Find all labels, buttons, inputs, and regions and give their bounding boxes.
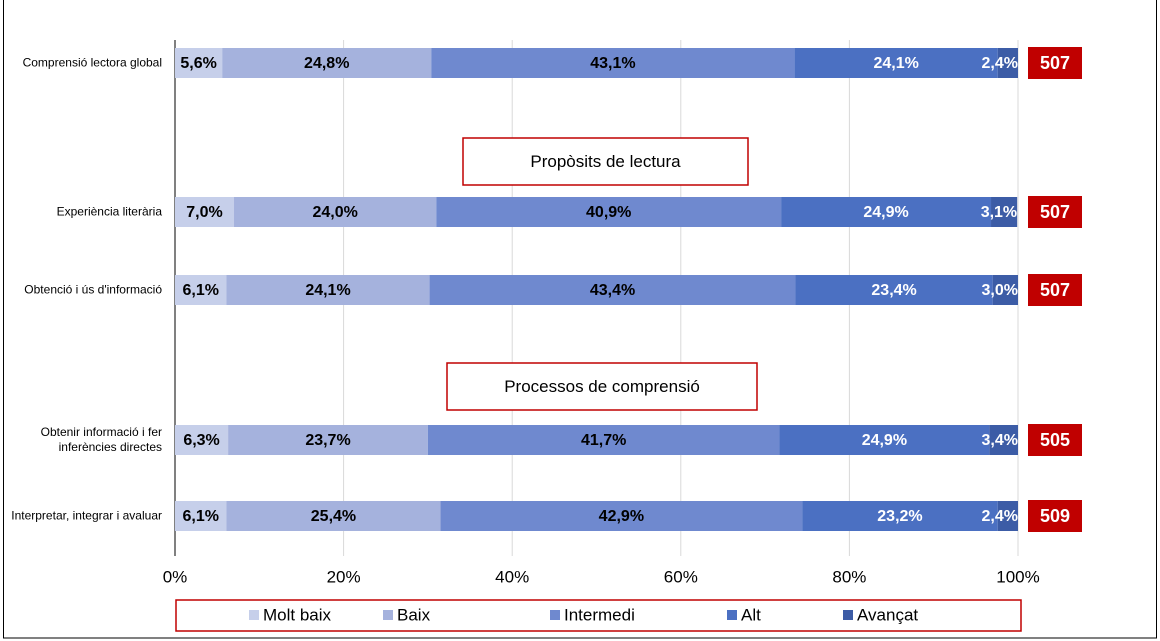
score: 507	[1040, 280, 1070, 300]
x-tick-label: 60%	[664, 567, 698, 586]
x-tick-label: 100%	[996, 567, 1039, 586]
x-tick-label: 40%	[495, 567, 529, 586]
category-label: Experiència literària	[56, 204, 162, 219]
value-label: 24,9%	[862, 432, 907, 449]
bar-segment	[795, 275, 993, 305]
value-label: 43,1%	[590, 55, 635, 72]
value-label: 24,1%	[305, 282, 350, 299]
score-box	[1028, 196, 1082, 228]
legend-label: Intermedi	[564, 605, 635, 624]
legend-label: Alt	[741, 605, 761, 624]
bar-segment	[175, 197, 235, 227]
section-box	[446, 362, 758, 411]
bar-segment	[436, 197, 782, 227]
score-box	[1028, 274, 1082, 306]
bar-segment	[234, 197, 437, 227]
value-label: 7,0%	[186, 204, 222, 221]
bar-segment	[431, 48, 795, 78]
x-tick-label: 0%	[163, 567, 188, 586]
section-box	[462, 137, 749, 186]
legend-swatch	[383, 610, 393, 620]
bar-segment	[781, 197, 992, 227]
frame	[3, 0, 1157, 639]
bar-segment	[992, 275, 1018, 305]
score-box	[1028, 424, 1082, 456]
category-label: Comprensió lectora global	[22, 55, 162, 70]
value-label: 24,8%	[304, 55, 349, 72]
score: 507	[1040, 202, 1070, 222]
score: 505	[1040, 430, 1070, 450]
score-box	[1028, 500, 1082, 532]
value-label: 23,7%	[305, 432, 350, 449]
bar-segment	[779, 425, 990, 455]
value-label: 43,4%	[590, 282, 635, 299]
value-label: 40,9%	[586, 204, 631, 221]
value-label: 6,1%	[182, 282, 218, 299]
value-label: 3,4%	[982, 432, 1018, 449]
category-label: Interpretar, integrar i avaluar	[11, 508, 162, 523]
category-label: Obtenció i ús d'informació	[24, 282, 162, 297]
value-label: 25,4%	[311, 508, 356, 525]
value-label: 23,4%	[871, 282, 916, 299]
bar-segment	[997, 501, 1018, 531]
x-tick-label: 80%	[832, 567, 866, 586]
bar-segment	[997, 48, 1018, 78]
bar-segment	[440, 501, 803, 531]
legend-swatch	[843, 610, 853, 620]
value-label: 23,2%	[877, 508, 922, 525]
value-label: 6,1%	[182, 508, 218, 525]
legend-swatch	[550, 610, 560, 620]
section-label: Propòsits de lectura	[530, 152, 681, 171]
x-tick-label: 20%	[327, 567, 361, 586]
value-label: 24,9%	[863, 204, 908, 221]
category-label: Obtenir informació i fer inferències dir…	[40, 425, 162, 454]
value-label: 6,3%	[183, 432, 219, 449]
legend-label: Avançat	[857, 605, 918, 624]
value-label: 24,1%	[873, 55, 918, 72]
bar-segment	[226, 275, 430, 305]
legend-swatch	[249, 610, 259, 620]
bar-segment	[228, 425, 428, 455]
score: 507	[1040, 53, 1070, 73]
value-label: 5,6%	[180, 55, 216, 72]
bar-segment	[226, 501, 441, 531]
bar-segment	[991, 197, 1018, 227]
value-label: 2,4%	[982, 55, 1018, 72]
value-label: 3,1%	[981, 204, 1017, 221]
value-label: 2,4%	[982, 508, 1018, 525]
section-label: Processos de comprensió	[504, 377, 700, 396]
value-label: 24,0%	[312, 204, 357, 221]
legend-label: Baix	[397, 605, 431, 624]
legend-box	[175, 599, 1022, 632]
score: 509	[1040, 506, 1070, 526]
value-label: 42,9%	[599, 508, 644, 525]
bar-segment	[429, 275, 796, 305]
bar-segment	[222, 48, 432, 78]
legend-swatch	[727, 610, 737, 620]
bar-segment	[989, 425, 1018, 455]
bar-segment	[794, 48, 998, 78]
value-label: 3,0%	[982, 282, 1018, 299]
bar-segment	[175, 275, 227, 305]
legend-label: Molt baix	[263, 605, 332, 624]
bar-segment	[427, 425, 780, 455]
bar-segment	[175, 425, 229, 455]
bar-segment	[802, 501, 998, 531]
score-box	[1028, 47, 1082, 79]
bar-segment	[175, 501, 227, 531]
bar-segment	[175, 48, 223, 78]
value-label: 41,7%	[581, 432, 626, 449]
